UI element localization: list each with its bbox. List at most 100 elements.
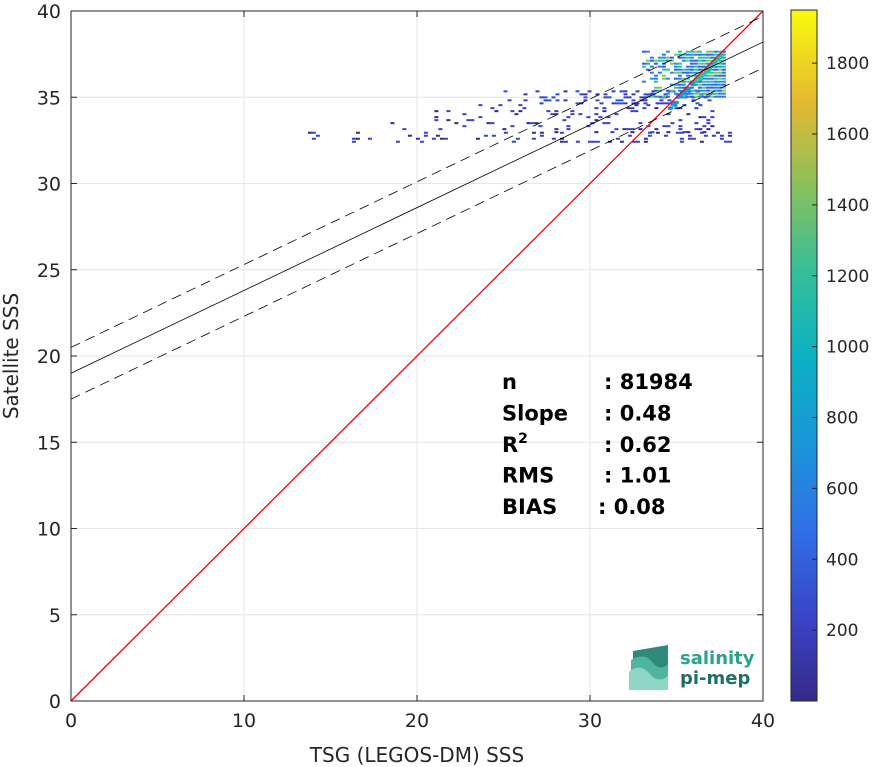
colorbar-tick-label: 1200 xyxy=(826,267,869,287)
scatter-cell xyxy=(623,93,628,96)
scatter-cell xyxy=(697,65,702,68)
scatter-cell xyxy=(659,99,664,102)
scatter-cell xyxy=(526,122,531,125)
scatter-cell xyxy=(673,65,678,68)
colorbar-tick-label: 600 xyxy=(826,479,858,499)
scatter-cell xyxy=(697,56,702,59)
scatter-cell xyxy=(654,128,659,131)
colorbar-tick-label: 1600 xyxy=(826,125,869,145)
y-tick-label: 10 xyxy=(37,519,61,541)
scatter-cell xyxy=(606,116,611,119)
scatter-cell xyxy=(717,89,722,92)
scatter-cell xyxy=(689,53,694,56)
scatter-cell xyxy=(355,137,360,140)
scatter-cell xyxy=(547,99,552,102)
scatter-cell xyxy=(515,137,520,140)
scatter-cell xyxy=(626,107,631,110)
scatter-cell xyxy=(673,86,678,89)
scatter-cell xyxy=(709,95,714,98)
scatter-cell xyxy=(702,131,707,134)
scatter-cell xyxy=(697,62,702,65)
scatter-cell xyxy=(721,95,726,98)
scatter-cell xyxy=(677,71,682,74)
scatter-cell xyxy=(689,89,694,92)
scatter-cell xyxy=(583,93,588,96)
scatter-cell xyxy=(610,131,615,134)
scatter-cell xyxy=(446,119,451,122)
scatter-cell xyxy=(643,96,648,99)
scatter-cell xyxy=(602,110,607,113)
scatter-cell xyxy=(693,74,698,77)
scatter-cell xyxy=(614,113,619,116)
scatter-core xyxy=(669,106,674,110)
scatter-cell xyxy=(665,56,670,59)
scatter-cell xyxy=(566,116,571,119)
scatter-cell xyxy=(539,134,544,137)
scatter-cell xyxy=(721,62,726,65)
scatter-cell xyxy=(566,128,571,131)
scatter-cell xyxy=(507,99,512,102)
scatter-cell xyxy=(587,90,592,93)
scatter-cell xyxy=(483,134,488,137)
scatter-core xyxy=(705,66,710,70)
scatter-cell xyxy=(677,83,682,86)
scatter-cell xyxy=(562,119,567,122)
scatter-cell xyxy=(667,99,672,102)
scatter-cell xyxy=(677,86,682,89)
scatter-cell xyxy=(518,104,523,107)
scatter-cell xyxy=(669,83,674,86)
scatter-cell xyxy=(503,90,508,93)
scatter-cell xyxy=(717,95,722,98)
scatter-cell xyxy=(706,122,711,125)
scatter-cell xyxy=(678,128,683,131)
scatter-cell xyxy=(675,131,680,134)
scatter-cell xyxy=(563,90,568,93)
scatter-cell xyxy=(595,93,600,96)
scatter-cell xyxy=(689,68,694,71)
scatter-cell xyxy=(677,77,682,80)
scatter-cell xyxy=(490,107,495,110)
scatter-cell xyxy=(631,140,636,143)
scatter-cell xyxy=(685,80,690,83)
scatter-cell xyxy=(650,131,655,134)
scatter-cell xyxy=(699,140,704,143)
scatter-cell xyxy=(697,50,702,53)
scatter-cell xyxy=(681,83,686,86)
scatter-cell xyxy=(721,71,726,74)
scatter-cell xyxy=(643,93,648,96)
y-tick-label: 5 xyxy=(49,605,61,627)
stat-value: : 0.62 xyxy=(604,433,672,457)
scatter-cell xyxy=(555,99,560,102)
scatter-cell xyxy=(703,134,708,137)
scatter-cell xyxy=(677,74,682,77)
scatter-cell xyxy=(681,86,686,89)
scatter-cell xyxy=(647,131,652,134)
scatter-cell xyxy=(623,96,628,99)
scatter-cell xyxy=(709,77,714,80)
scatter-cell xyxy=(705,89,710,92)
scatter-cell xyxy=(689,71,694,74)
x-tick-label: 10 xyxy=(232,710,256,732)
scatter-cell xyxy=(653,86,658,89)
scatter-cell xyxy=(677,53,682,56)
scatter-cell xyxy=(670,122,675,125)
scatter-cell xyxy=(689,59,694,62)
y-tick-label: 30 xyxy=(37,174,61,196)
scatter-cell xyxy=(575,102,580,105)
scatter-cell xyxy=(657,95,662,98)
scatter-cell xyxy=(678,107,683,110)
scatter-cell xyxy=(415,137,420,140)
scatter-cell xyxy=(705,83,710,86)
scatter-cell xyxy=(531,137,536,140)
scatter-core xyxy=(713,61,718,65)
scatter-cell xyxy=(687,137,692,140)
stat-value: : 0.08 xyxy=(598,495,666,519)
scatter-cell xyxy=(713,95,718,98)
scatter-cell xyxy=(630,131,635,134)
scatter-cell xyxy=(721,50,726,53)
scatter-cell xyxy=(715,131,720,134)
scatter-cell xyxy=(615,102,620,105)
scatter-cell xyxy=(709,59,714,62)
scatter-cell xyxy=(717,68,722,71)
scatter-cell xyxy=(614,128,619,131)
